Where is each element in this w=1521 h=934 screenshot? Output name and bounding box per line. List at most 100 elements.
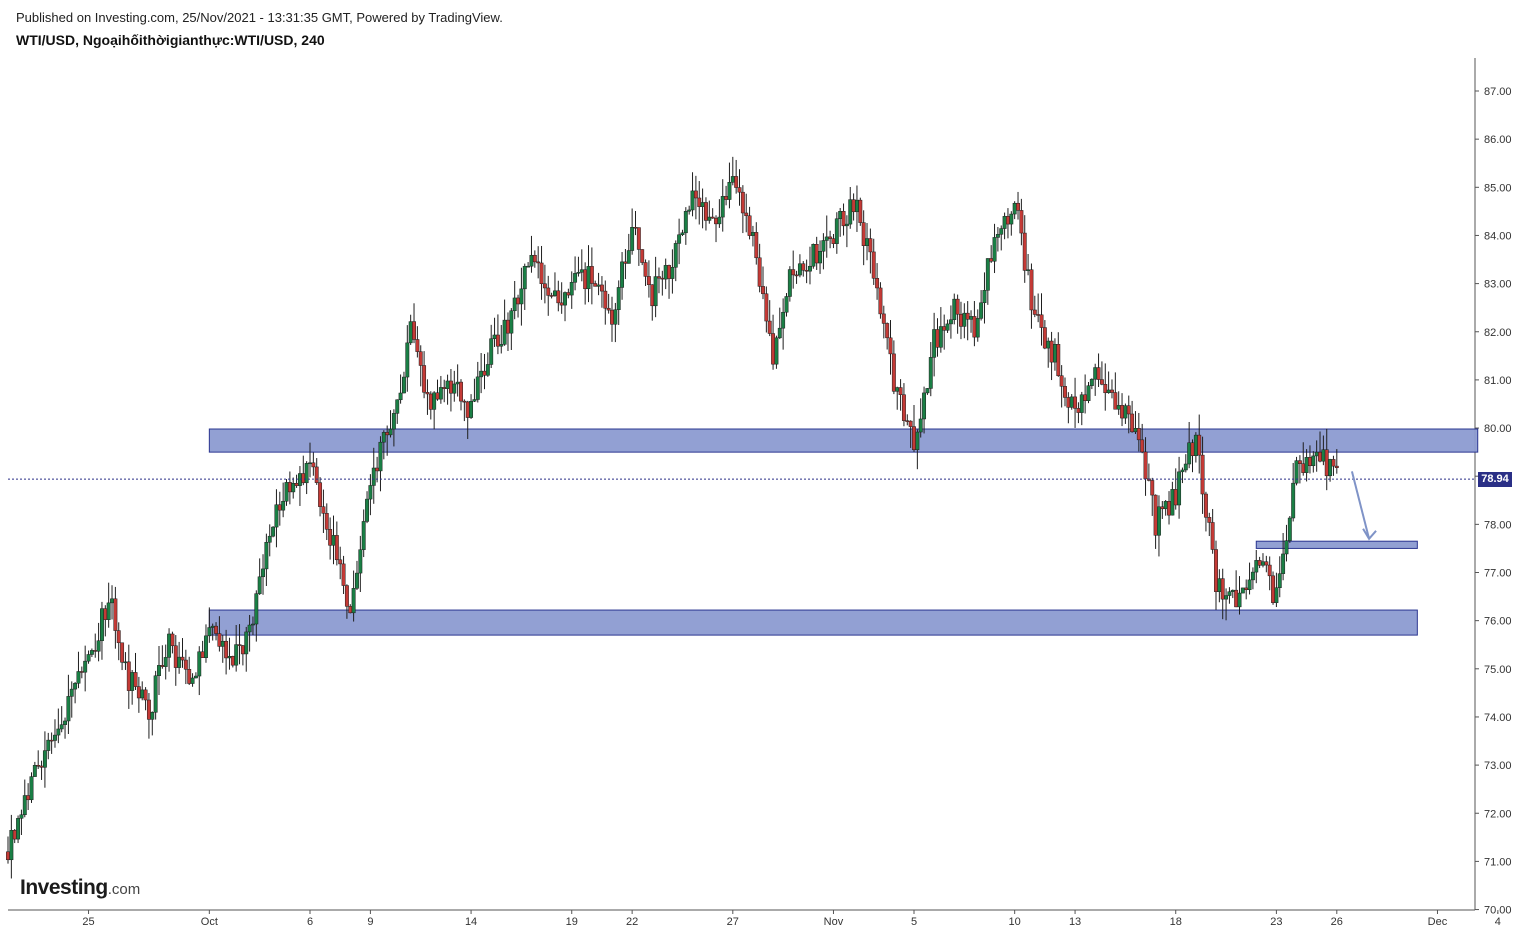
candle — [365, 491, 369, 524]
y-tick-label: 86.00 — [1484, 134, 1512, 146]
candle-body — [485, 364, 490, 376]
candle — [204, 624, 208, 663]
candle — [170, 631, 175, 654]
candle — [1113, 372, 1118, 410]
candle-body — [1116, 405, 1121, 410]
candle-body — [828, 236, 833, 239]
candle-body — [784, 296, 789, 313]
candle-body — [633, 227, 638, 229]
candle-body — [1207, 517, 1212, 523]
candle — [750, 225, 755, 247]
candle-body — [378, 441, 383, 472]
down-arrow-shaft — [1350, 471, 1371, 540]
candle — [143, 687, 148, 711]
candle-body — [334, 535, 339, 561]
candle — [1126, 395, 1131, 434]
support-zone — [208, 609, 1418, 636]
candle-body — [690, 190, 695, 211]
x-tick-label: 27 — [727, 916, 739, 928]
candle — [1334, 449, 1339, 474]
candle-body — [1308, 457, 1312, 467]
candle-body — [459, 381, 463, 402]
candle — [623, 249, 628, 280]
candle — [777, 307, 782, 340]
candle — [610, 296, 614, 342]
candle — [526, 262, 531, 268]
candle-body — [1009, 213, 1014, 225]
candle-body — [274, 504, 279, 528]
candle — [489, 324, 494, 369]
candle-body — [1281, 553, 1286, 574]
candle-body — [693, 190, 698, 199]
candle — [754, 222, 759, 265]
candle — [418, 345, 423, 387]
candle-body — [388, 428, 393, 436]
y-tick-label: 81.00 — [1484, 375, 1512, 387]
candle — [371, 447, 376, 504]
candle — [344, 584, 349, 619]
y-tick-label: 74.00 — [1484, 712, 1512, 724]
candle — [1157, 495, 1161, 557]
candle — [710, 208, 715, 219]
candle — [375, 456, 380, 483]
candle-body — [79, 671, 84, 673]
candle — [687, 205, 692, 215]
candle-body — [351, 588, 356, 614]
candle — [965, 301, 970, 341]
candle-body — [59, 724, 64, 730]
candle — [811, 243, 816, 269]
candle-body — [526, 265, 531, 268]
candle-body — [687, 209, 692, 212]
candle — [888, 320, 893, 375]
candle-body — [573, 273, 578, 283]
candle-body — [499, 344, 504, 347]
y-tick-label: 75.00 — [1484, 664, 1512, 676]
candle — [442, 379, 447, 403]
candle-body — [848, 199, 853, 225]
candle-body — [774, 337, 779, 365]
candle — [1281, 533, 1286, 581]
candle-body — [1130, 413, 1135, 433]
candle-body — [455, 381, 460, 385]
candle — [66, 674, 71, 734]
candle — [264, 533, 269, 587]
candle-body — [995, 234, 1000, 238]
candle — [56, 708, 61, 744]
candle-body — [757, 257, 762, 287]
target-zone — [1255, 540, 1418, 549]
candle-body — [314, 466, 319, 483]
candle-body — [254, 593, 259, 625]
candle — [801, 261, 806, 277]
candle — [96, 622, 101, 662]
candle — [459, 379, 463, 411]
candle — [797, 254, 802, 278]
candle-body — [636, 227, 641, 250]
candle-body — [234, 644, 239, 666]
candle — [89, 648, 94, 658]
candle-body — [1046, 340, 1051, 349]
candle — [539, 245, 544, 300]
candle-body — [1328, 459, 1333, 477]
candle-body — [643, 262, 648, 277]
candle — [1247, 562, 1252, 595]
candle — [217, 616, 222, 652]
candle — [522, 263, 527, 310]
candle-body — [1294, 460, 1299, 484]
candle-body — [1113, 392, 1118, 410]
candle — [1086, 382, 1091, 404]
candle-body — [1193, 434, 1198, 456]
candle-body — [1086, 385, 1091, 401]
investing-logo[interactable]: Investing.com — [20, 876, 140, 900]
candle — [1049, 331, 1054, 381]
candle-body — [193, 675, 198, 679]
candle-body — [1022, 232, 1027, 271]
candle — [942, 314, 947, 350]
candle-body — [630, 227, 635, 251]
candle — [1214, 540, 1218, 610]
candle — [187, 656, 192, 686]
candle — [536, 246, 541, 279]
candle-body — [787, 269, 792, 297]
candle-body — [425, 392, 430, 395]
axes: 87.00 86.00 85.00 84.00 83.00 82.00 81.00 80.00… — [8, 58, 1512, 928]
